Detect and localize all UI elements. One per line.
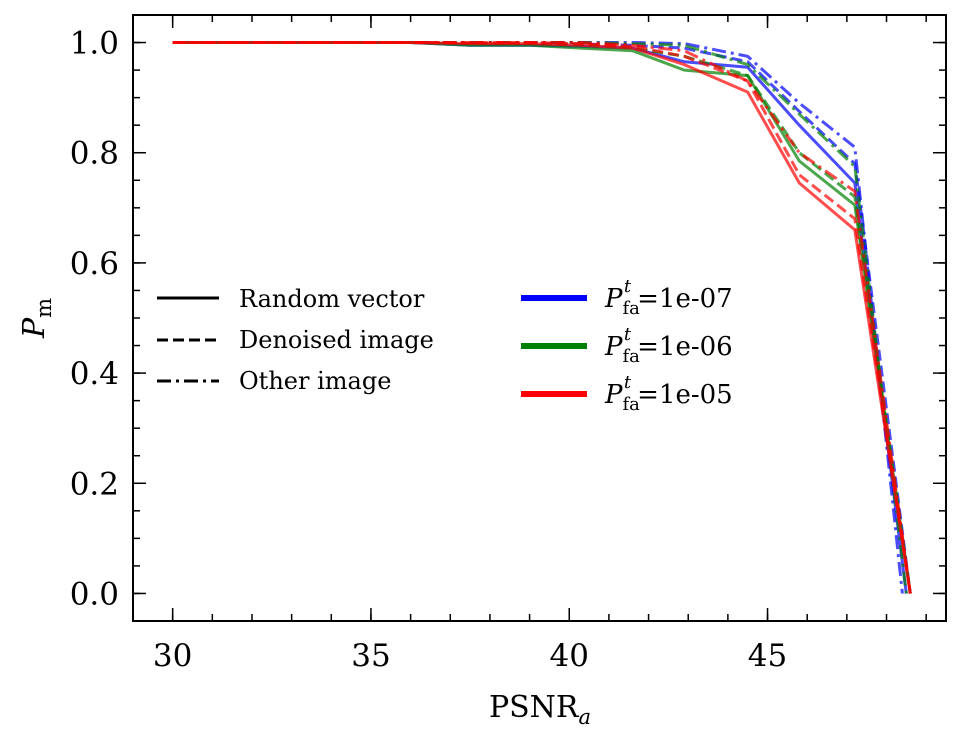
y-tick-label: 0.8 — [70, 136, 119, 172]
y-tick-label: 0.2 — [70, 466, 119, 502]
y-tick-label: 0.6 — [70, 246, 119, 282]
legend-label-1e-07: Pfat =1e-07 — [604, 276, 733, 319]
y-tick-label: 0.4 — [70, 356, 119, 392]
legend-line-styles: Random vector Denoised image Other image — [157, 285, 434, 395]
x-tick-label: 30 — [153, 638, 192, 674]
legend-label-1e-06: Pfat =1e-06 — [604, 324, 733, 367]
ticks-layer: 30 35 40 45 0.0 0.2 0.4 0.6 0.8 1.0 — [70, 14, 946, 674]
plot-frame — [132, 14, 947, 622]
x-tick-label: 35 — [351, 638, 390, 674]
legend-thresholds: Pfat =1e-07 Pfat =1e-06 Pfat =1e-05 — [521, 276, 733, 415]
x-tick-label: 40 — [550, 638, 589, 674]
legend-label-denoised-image: Denoised image — [239, 326, 434, 354]
legend-label-other-image: Other image — [239, 367, 391, 395]
legend-label-1e-05: Pfat =1e-05 — [604, 372, 733, 415]
x-axis-label-sub: a — [579, 705, 592, 729]
x-tick-label: 45 — [748, 638, 787, 674]
series-layer — [172, 41, 912, 594]
y-axis-label-sub: m — [32, 298, 56, 318]
legend-label-random-vector: Random vector — [239, 285, 425, 313]
y-tick-label: 0.0 — [70, 576, 119, 612]
series-line-8 — [172, 41, 912, 594]
y-axis-label: Pm — [17, 298, 56, 339]
y-tick-label: 1.0 — [70, 26, 119, 62]
x-axis-label: PSNRa — [489, 690, 591, 729]
